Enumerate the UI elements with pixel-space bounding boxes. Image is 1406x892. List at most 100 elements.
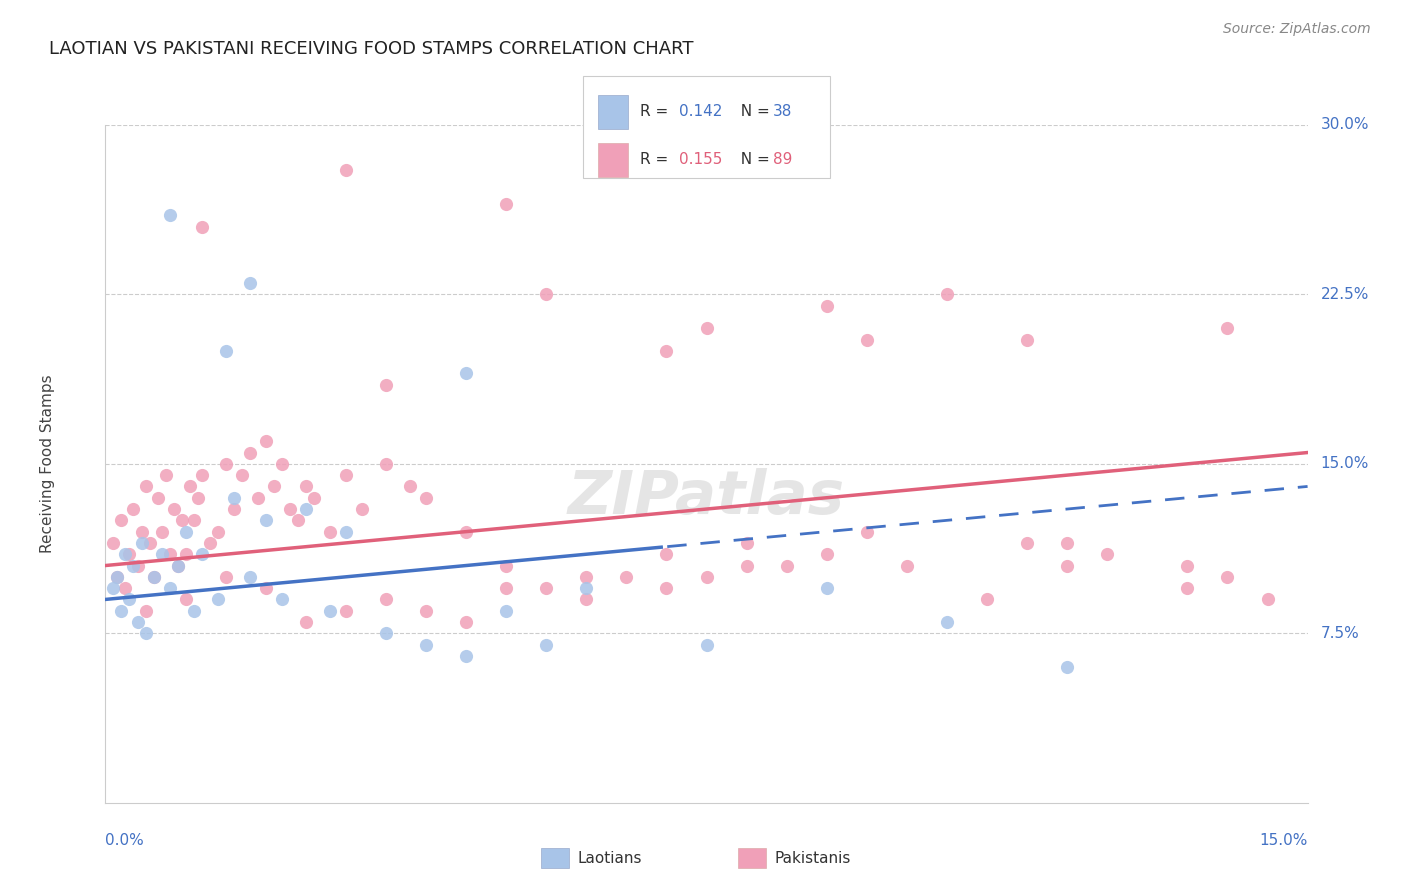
Point bbox=[335, 468, 357, 483]
Text: Source: ZipAtlas.com: Source: ZipAtlas.com bbox=[1223, 22, 1371, 37]
Point bbox=[302, 491, 325, 505]
Point bbox=[231, 468, 253, 483]
Point bbox=[254, 581, 277, 595]
Point bbox=[142, 570, 165, 584]
Point bbox=[287, 513, 309, 527]
Point bbox=[896, 558, 918, 573]
Point bbox=[127, 615, 149, 629]
Text: LAOTIAN VS PAKISTANI RECEIVING FOOD STAMPS CORRELATION CHART: LAOTIAN VS PAKISTANI RECEIVING FOOD STAM… bbox=[49, 40, 693, 58]
Point bbox=[107, 570, 129, 584]
Point bbox=[146, 491, 169, 505]
Point bbox=[207, 524, 229, 539]
Point bbox=[174, 592, 197, 607]
Point bbox=[138, 536, 160, 550]
Point bbox=[190, 219, 212, 234]
Point bbox=[179, 479, 201, 493]
Point bbox=[174, 547, 197, 561]
Point bbox=[135, 626, 157, 640]
Point bbox=[374, 457, 396, 471]
Text: 22.5%: 22.5% bbox=[1320, 287, 1369, 301]
Point bbox=[222, 502, 245, 516]
Point bbox=[239, 276, 262, 290]
Point bbox=[142, 570, 165, 584]
Text: 15.0%: 15.0% bbox=[1320, 457, 1369, 471]
Point bbox=[319, 524, 342, 539]
Point bbox=[214, 457, 236, 471]
Point bbox=[166, 558, 188, 573]
Point bbox=[1175, 581, 1198, 595]
Point bbox=[1097, 547, 1119, 561]
Point bbox=[936, 287, 959, 301]
Point bbox=[655, 581, 678, 595]
Point bbox=[214, 570, 236, 584]
Text: R =: R = bbox=[640, 153, 673, 168]
Point bbox=[575, 592, 598, 607]
Text: R =: R = bbox=[640, 104, 673, 120]
Point bbox=[655, 343, 678, 358]
Point bbox=[198, 536, 221, 550]
Point bbox=[456, 615, 478, 629]
Point bbox=[174, 524, 197, 539]
Point bbox=[214, 343, 236, 358]
Point bbox=[319, 604, 342, 618]
Text: 0.0%: 0.0% bbox=[105, 833, 145, 848]
Point bbox=[190, 547, 212, 561]
Point bbox=[776, 558, 799, 573]
Point bbox=[456, 648, 478, 663]
Point bbox=[696, 570, 718, 584]
Point bbox=[534, 581, 557, 595]
Point bbox=[135, 479, 157, 493]
Point bbox=[350, 502, 373, 516]
Point bbox=[655, 547, 678, 561]
Text: 89: 89 bbox=[773, 153, 793, 168]
Point bbox=[534, 287, 557, 301]
Point bbox=[495, 581, 517, 595]
Point bbox=[374, 592, 396, 607]
Point bbox=[1015, 333, 1038, 347]
Point bbox=[239, 445, 262, 459]
Point bbox=[295, 502, 318, 516]
Point bbox=[170, 513, 193, 527]
Point bbox=[254, 434, 277, 449]
Point bbox=[495, 558, 517, 573]
Point bbox=[183, 604, 205, 618]
Point bbox=[374, 377, 396, 392]
Point bbox=[1257, 592, 1279, 607]
Point bbox=[1056, 536, 1078, 550]
Text: 15.0%: 15.0% bbox=[1260, 833, 1308, 848]
Point bbox=[114, 547, 136, 561]
Text: Pakistanis: Pakistanis bbox=[775, 851, 851, 865]
Text: 0.142: 0.142 bbox=[679, 104, 723, 120]
Point bbox=[1056, 558, 1078, 573]
Point bbox=[263, 479, 285, 493]
Text: 7.5%: 7.5% bbox=[1320, 626, 1360, 640]
Point bbox=[495, 197, 517, 211]
Point bbox=[815, 547, 838, 561]
Point bbox=[936, 615, 959, 629]
Point bbox=[815, 581, 838, 595]
Point bbox=[696, 638, 718, 652]
Point bbox=[415, 638, 437, 652]
Point bbox=[166, 558, 188, 573]
Point bbox=[575, 570, 598, 584]
Point bbox=[159, 208, 181, 222]
Point bbox=[190, 468, 212, 483]
Point bbox=[1216, 321, 1239, 335]
Point bbox=[246, 491, 269, 505]
Point bbox=[374, 626, 396, 640]
Text: ZIPatlas: ZIPatlas bbox=[568, 468, 845, 527]
Point bbox=[183, 513, 205, 527]
Point bbox=[575, 581, 598, 595]
Point bbox=[150, 547, 173, 561]
Point bbox=[735, 558, 758, 573]
Point bbox=[1216, 570, 1239, 584]
Point bbox=[278, 502, 301, 516]
Point bbox=[103, 581, 125, 595]
Point bbox=[187, 491, 209, 505]
Point bbox=[110, 604, 132, 618]
Point bbox=[815, 299, 838, 313]
Point bbox=[855, 524, 877, 539]
Text: 0.155: 0.155 bbox=[679, 153, 723, 168]
Point bbox=[399, 479, 422, 493]
Point bbox=[270, 457, 292, 471]
